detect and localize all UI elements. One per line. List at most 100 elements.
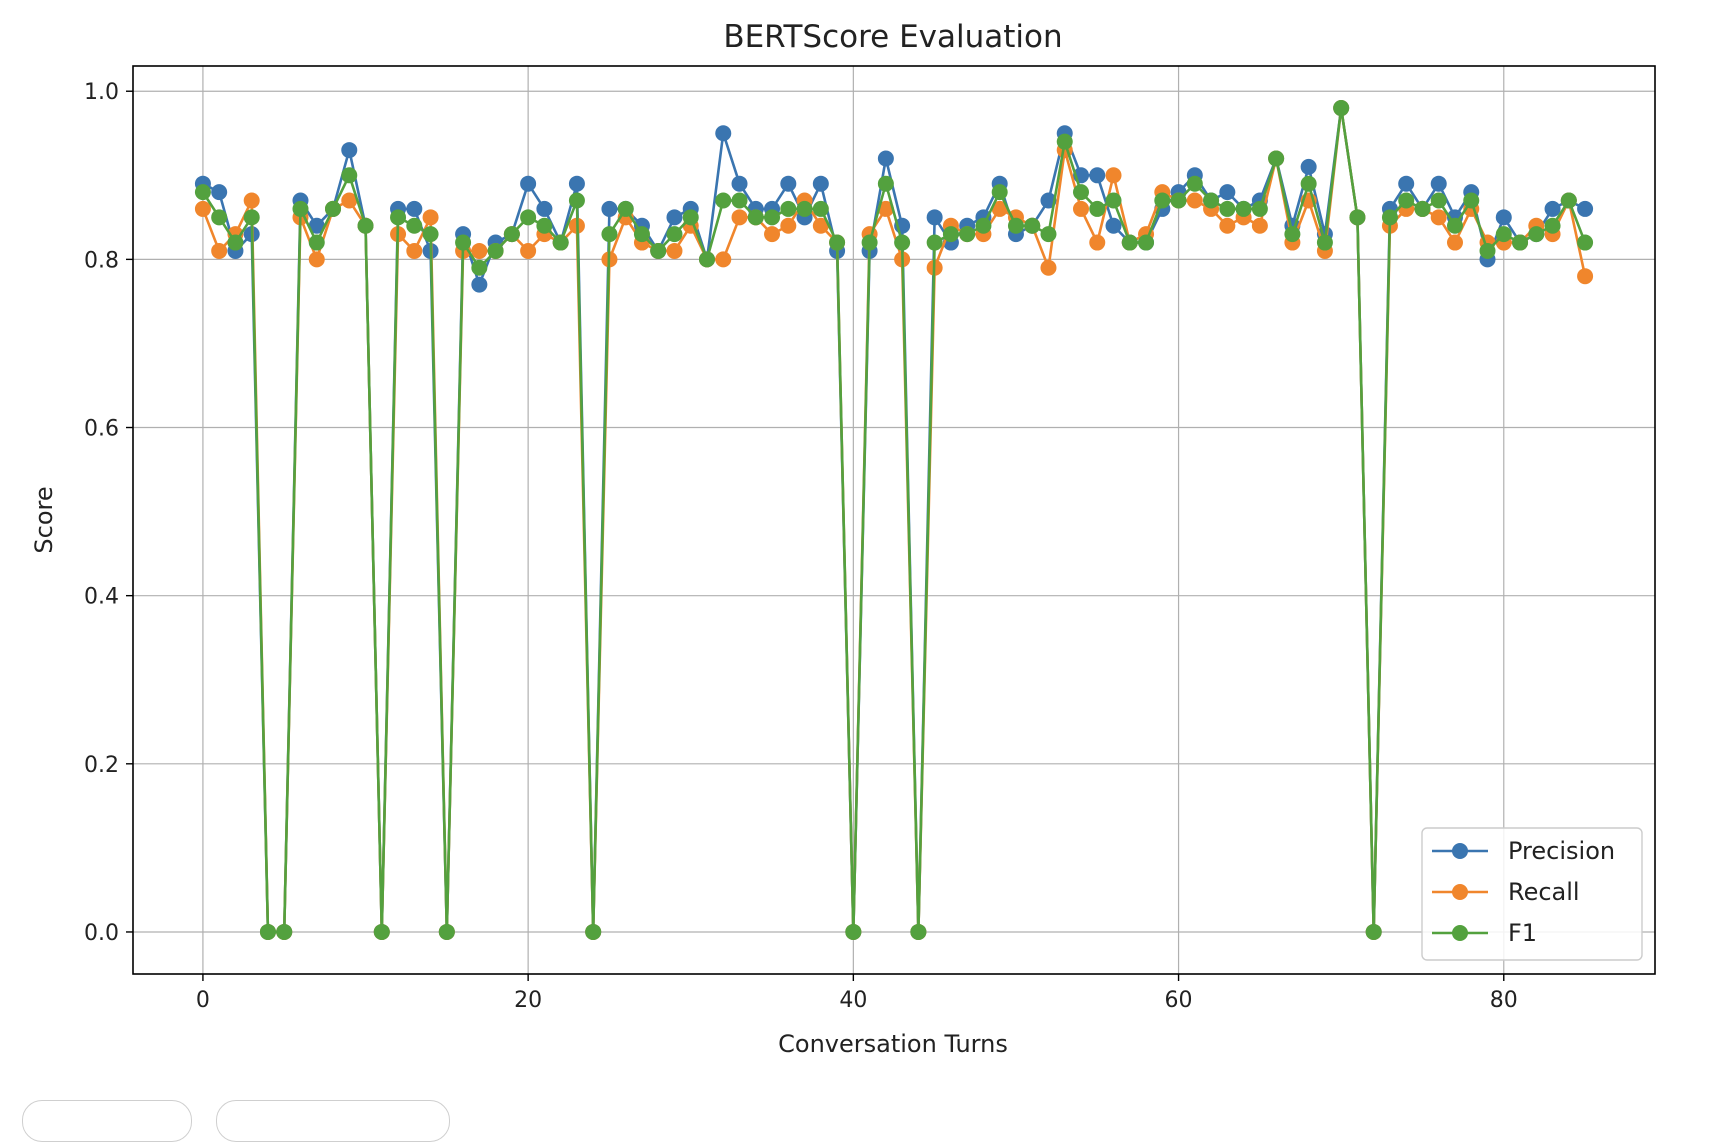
f1-point xyxy=(926,234,943,251)
f1-point xyxy=(1414,200,1431,217)
f1-point xyxy=(1300,175,1317,192)
precision-point xyxy=(666,209,683,226)
precision-point xyxy=(731,175,748,192)
y-tick-label: 1.0 xyxy=(84,80,119,105)
precision-point xyxy=(812,175,829,192)
recall-point xyxy=(422,209,439,226)
f1-point xyxy=(552,234,569,251)
f1-point xyxy=(211,209,228,226)
legend-box xyxy=(1421,827,1643,961)
recall-point xyxy=(1577,268,1594,285)
f1-point xyxy=(1040,226,1057,243)
plot-frame xyxy=(132,65,1656,975)
f1-point xyxy=(1381,209,1398,226)
f1-point xyxy=(536,217,553,234)
f1-point xyxy=(1463,192,1480,209)
f1-point xyxy=(1316,234,1333,251)
f1-point xyxy=(1007,217,1024,234)
x-axis: 0 20 40 60 80 xyxy=(196,974,1518,1013)
f1-point xyxy=(390,209,407,226)
recall-point xyxy=(471,242,488,259)
recall-point xyxy=(1219,217,1236,234)
series-f1 xyxy=(194,100,1594,940)
f1-line xyxy=(201,106,1587,934)
precision-point xyxy=(1089,167,1106,184)
recall-point xyxy=(520,242,537,259)
f1-point xyxy=(438,923,455,940)
f1-point xyxy=(520,209,537,226)
f1-point xyxy=(276,923,293,940)
bottom-tab-right[interactable] xyxy=(216,1100,450,1142)
precision-point xyxy=(211,184,228,201)
precision-point xyxy=(1300,158,1317,175)
precision-point xyxy=(1398,175,1415,192)
recall-point xyxy=(1446,234,1463,251)
f1-point xyxy=(585,923,602,940)
f1-point xyxy=(1138,234,1155,251)
f1-point xyxy=(1170,192,1187,209)
f1-point xyxy=(292,200,309,217)
precision-point xyxy=(520,175,537,192)
y-tick-label: 0.8 xyxy=(84,248,119,273)
f1-point xyxy=(341,167,358,184)
legend-label-recall: Recall xyxy=(1508,878,1580,906)
f1-point xyxy=(357,217,374,234)
recall-point xyxy=(812,217,829,234)
precision-point xyxy=(1495,209,1512,226)
f1-point xyxy=(1349,209,1366,226)
f1-point xyxy=(764,209,781,226)
f1-point xyxy=(780,200,797,217)
f1-point xyxy=(259,923,276,940)
legend-marker-precision xyxy=(1452,843,1468,859)
f1-point xyxy=(699,251,715,268)
recall-point xyxy=(1186,192,1203,209)
f1-point xyxy=(194,184,211,201)
recall-point xyxy=(1089,234,1106,251)
series-layer xyxy=(194,100,1594,940)
recall-point xyxy=(731,209,748,226)
f1-point xyxy=(1121,234,1138,251)
f1-point xyxy=(1479,242,1496,259)
f1-point xyxy=(747,209,764,226)
f1-point xyxy=(1219,200,1236,217)
precision-point xyxy=(780,175,797,192)
f1-point xyxy=(308,234,325,251)
recall-point xyxy=(715,251,732,268)
f1-point xyxy=(894,234,911,251)
recall-point xyxy=(877,200,894,217)
f1-point xyxy=(487,242,504,259)
f1-point xyxy=(650,242,667,259)
x-tick-label: 40 xyxy=(839,988,867,1013)
f1-point xyxy=(325,200,342,217)
f1-point xyxy=(227,234,244,251)
x-tick-label: 0 xyxy=(196,988,210,1013)
f1-point xyxy=(617,200,634,217)
f1-point xyxy=(243,209,260,226)
legend-marker-recall xyxy=(1452,884,1468,900)
f1-point xyxy=(1024,217,1041,234)
recall-point xyxy=(1040,259,1057,276)
f1-point xyxy=(1512,234,1529,251)
y-axis-label: Score xyxy=(30,486,58,553)
precision-point xyxy=(1430,175,1447,192)
f1-point xyxy=(1528,226,1545,243)
legend: Precision Recall F1 xyxy=(1421,827,1643,961)
y-tick-label: 0.4 xyxy=(84,585,119,610)
bottom-tab-left[interactable] xyxy=(22,1100,192,1142)
f1-point xyxy=(455,234,472,251)
f1-point xyxy=(1398,192,1415,209)
f1-point xyxy=(1056,133,1073,150)
recall-point xyxy=(1251,217,1268,234)
recall-point xyxy=(194,200,211,217)
f1-point xyxy=(666,226,683,243)
bertscore-chart: BERTScore Evaluation 0 20 40 60 80 0.0 0.2 0.4… xyxy=(30,19,1656,1058)
precision-point xyxy=(715,125,732,142)
f1-point xyxy=(991,184,1008,201)
precision-point xyxy=(1577,200,1594,217)
f1-point xyxy=(1186,175,1203,192)
f1-point xyxy=(861,234,878,251)
chart-title: BERTScore Evaluation xyxy=(723,19,1062,55)
precision-point xyxy=(308,217,325,234)
x-tick-label: 20 xyxy=(514,988,542,1013)
f1-point xyxy=(829,234,846,251)
